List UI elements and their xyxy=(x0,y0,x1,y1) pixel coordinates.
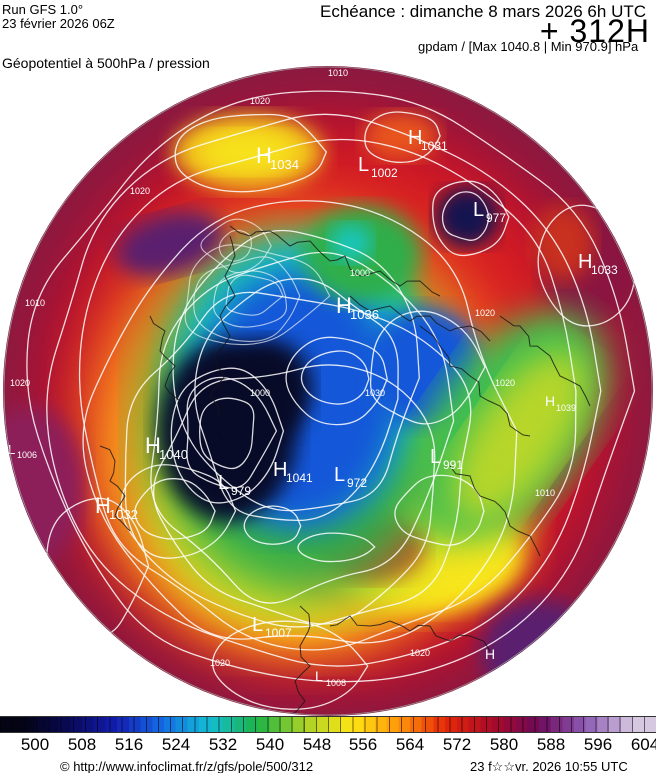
svg-text:972: 972 xyxy=(347,476,367,490)
svg-text:L: L xyxy=(218,472,229,494)
svg-text:1010: 1010 xyxy=(95,136,115,146)
svg-text:1032: 1032 xyxy=(109,507,138,522)
svg-text:1034: 1034 xyxy=(270,157,299,172)
svg-text:L: L xyxy=(252,614,263,636)
svg-text:1000: 1000 xyxy=(350,268,370,278)
svg-text:1007: 1007 xyxy=(265,626,292,640)
svg-text:1010: 1010 xyxy=(328,68,348,78)
svg-text:1008: 1008 xyxy=(326,678,346,688)
svg-text:1010: 1010 xyxy=(535,488,555,498)
svg-text:1020: 1020 xyxy=(210,658,230,668)
svg-text:L: L xyxy=(430,446,441,468)
svg-text:1010: 1010 xyxy=(25,298,45,308)
svg-text:1010: 1010 xyxy=(165,683,185,693)
svg-text:1002: 1002 xyxy=(371,166,398,180)
svg-text:1030: 1030 xyxy=(365,388,385,398)
svg-text:1020: 1020 xyxy=(250,96,270,106)
svg-text:L: L xyxy=(334,464,345,486)
svg-text:1031: 1031 xyxy=(421,139,448,153)
svg-text:991: 991 xyxy=(443,458,463,472)
svg-text:L: L xyxy=(473,199,484,221)
svg-text:1020: 1020 xyxy=(475,308,495,318)
svg-text:L: L xyxy=(315,668,323,684)
svg-text:1041: 1041 xyxy=(286,471,313,485)
svg-text:1020: 1020 xyxy=(410,648,430,658)
svg-text:H: H xyxy=(485,646,495,662)
svg-text:1033: 1033 xyxy=(591,263,618,277)
svg-text:1020: 1020 xyxy=(495,378,515,388)
svg-text:H: H xyxy=(545,393,555,409)
svg-text:977: 977 xyxy=(486,211,506,225)
svg-text:1020: 1020 xyxy=(130,186,150,196)
svg-text:1006: 1006 xyxy=(17,450,37,460)
svg-text:1000: 1000 xyxy=(250,388,270,398)
svg-text:1040: 1040 xyxy=(159,447,188,462)
svg-text:979: 979 xyxy=(231,484,251,498)
svg-text:1036: 1036 xyxy=(350,307,379,322)
svg-text:1039: 1039 xyxy=(556,403,576,413)
svg-text:L: L xyxy=(358,154,369,176)
svg-text:1020: 1020 xyxy=(10,378,30,388)
